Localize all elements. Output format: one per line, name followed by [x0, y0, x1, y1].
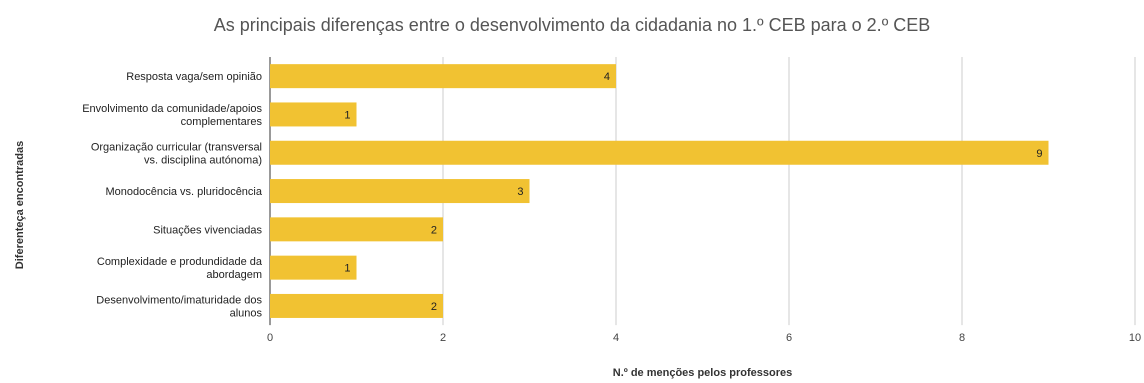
- y-tick-label: Desenvolvimento/imaturidade dos alunos: [96, 294, 262, 319]
- bar: [270, 179, 530, 204]
- data-label: 4: [604, 71, 610, 83]
- data-label: 3: [517, 186, 523, 198]
- data-label: 1: [344, 109, 350, 121]
- x-tick-label: 4: [613, 332, 619, 344]
- bar: [270, 102, 357, 127]
- data-label: 1: [344, 263, 350, 275]
- bar: [270, 140, 1049, 165]
- x-tick-label: 0: [267, 332, 273, 344]
- data-label: 2: [431, 224, 437, 236]
- y-tick-label: Envolvimento da comunidade/apoios complem…: [82, 103, 262, 128]
- y-tick-label: Resposta vaga/sem opinião: [126, 71, 262, 83]
- bar: [270, 293, 443, 318]
- y-tick-label: Organização curricular (transversal vs. d…: [91, 141, 262, 166]
- bar: [270, 255, 357, 280]
- x-axis-label: N.º de menções pelos professores: [612, 367, 793, 379]
- bar: [270, 217, 443, 242]
- y-tick-label: Complexidade e produndidade da abordagem: [97, 256, 263, 281]
- x-tick-label: 8: [959, 332, 965, 344]
- bar: [270, 64, 616, 89]
- data-label: 2: [431, 301, 437, 313]
- data-label: 9: [1036, 148, 1042, 160]
- x-tick-label: 10: [1129, 332, 1141, 344]
- x-tick-label: 6: [786, 332, 792, 344]
- y-tick-label: Monodocência vs. pluridocência: [105, 186, 262, 198]
- x-tick-label: 2: [440, 332, 446, 344]
- y-tick-label: Situações vivenciadas: [153, 224, 262, 236]
- chart-title: As principais diferenças entre o desenvo…: [213, 15, 931, 35]
